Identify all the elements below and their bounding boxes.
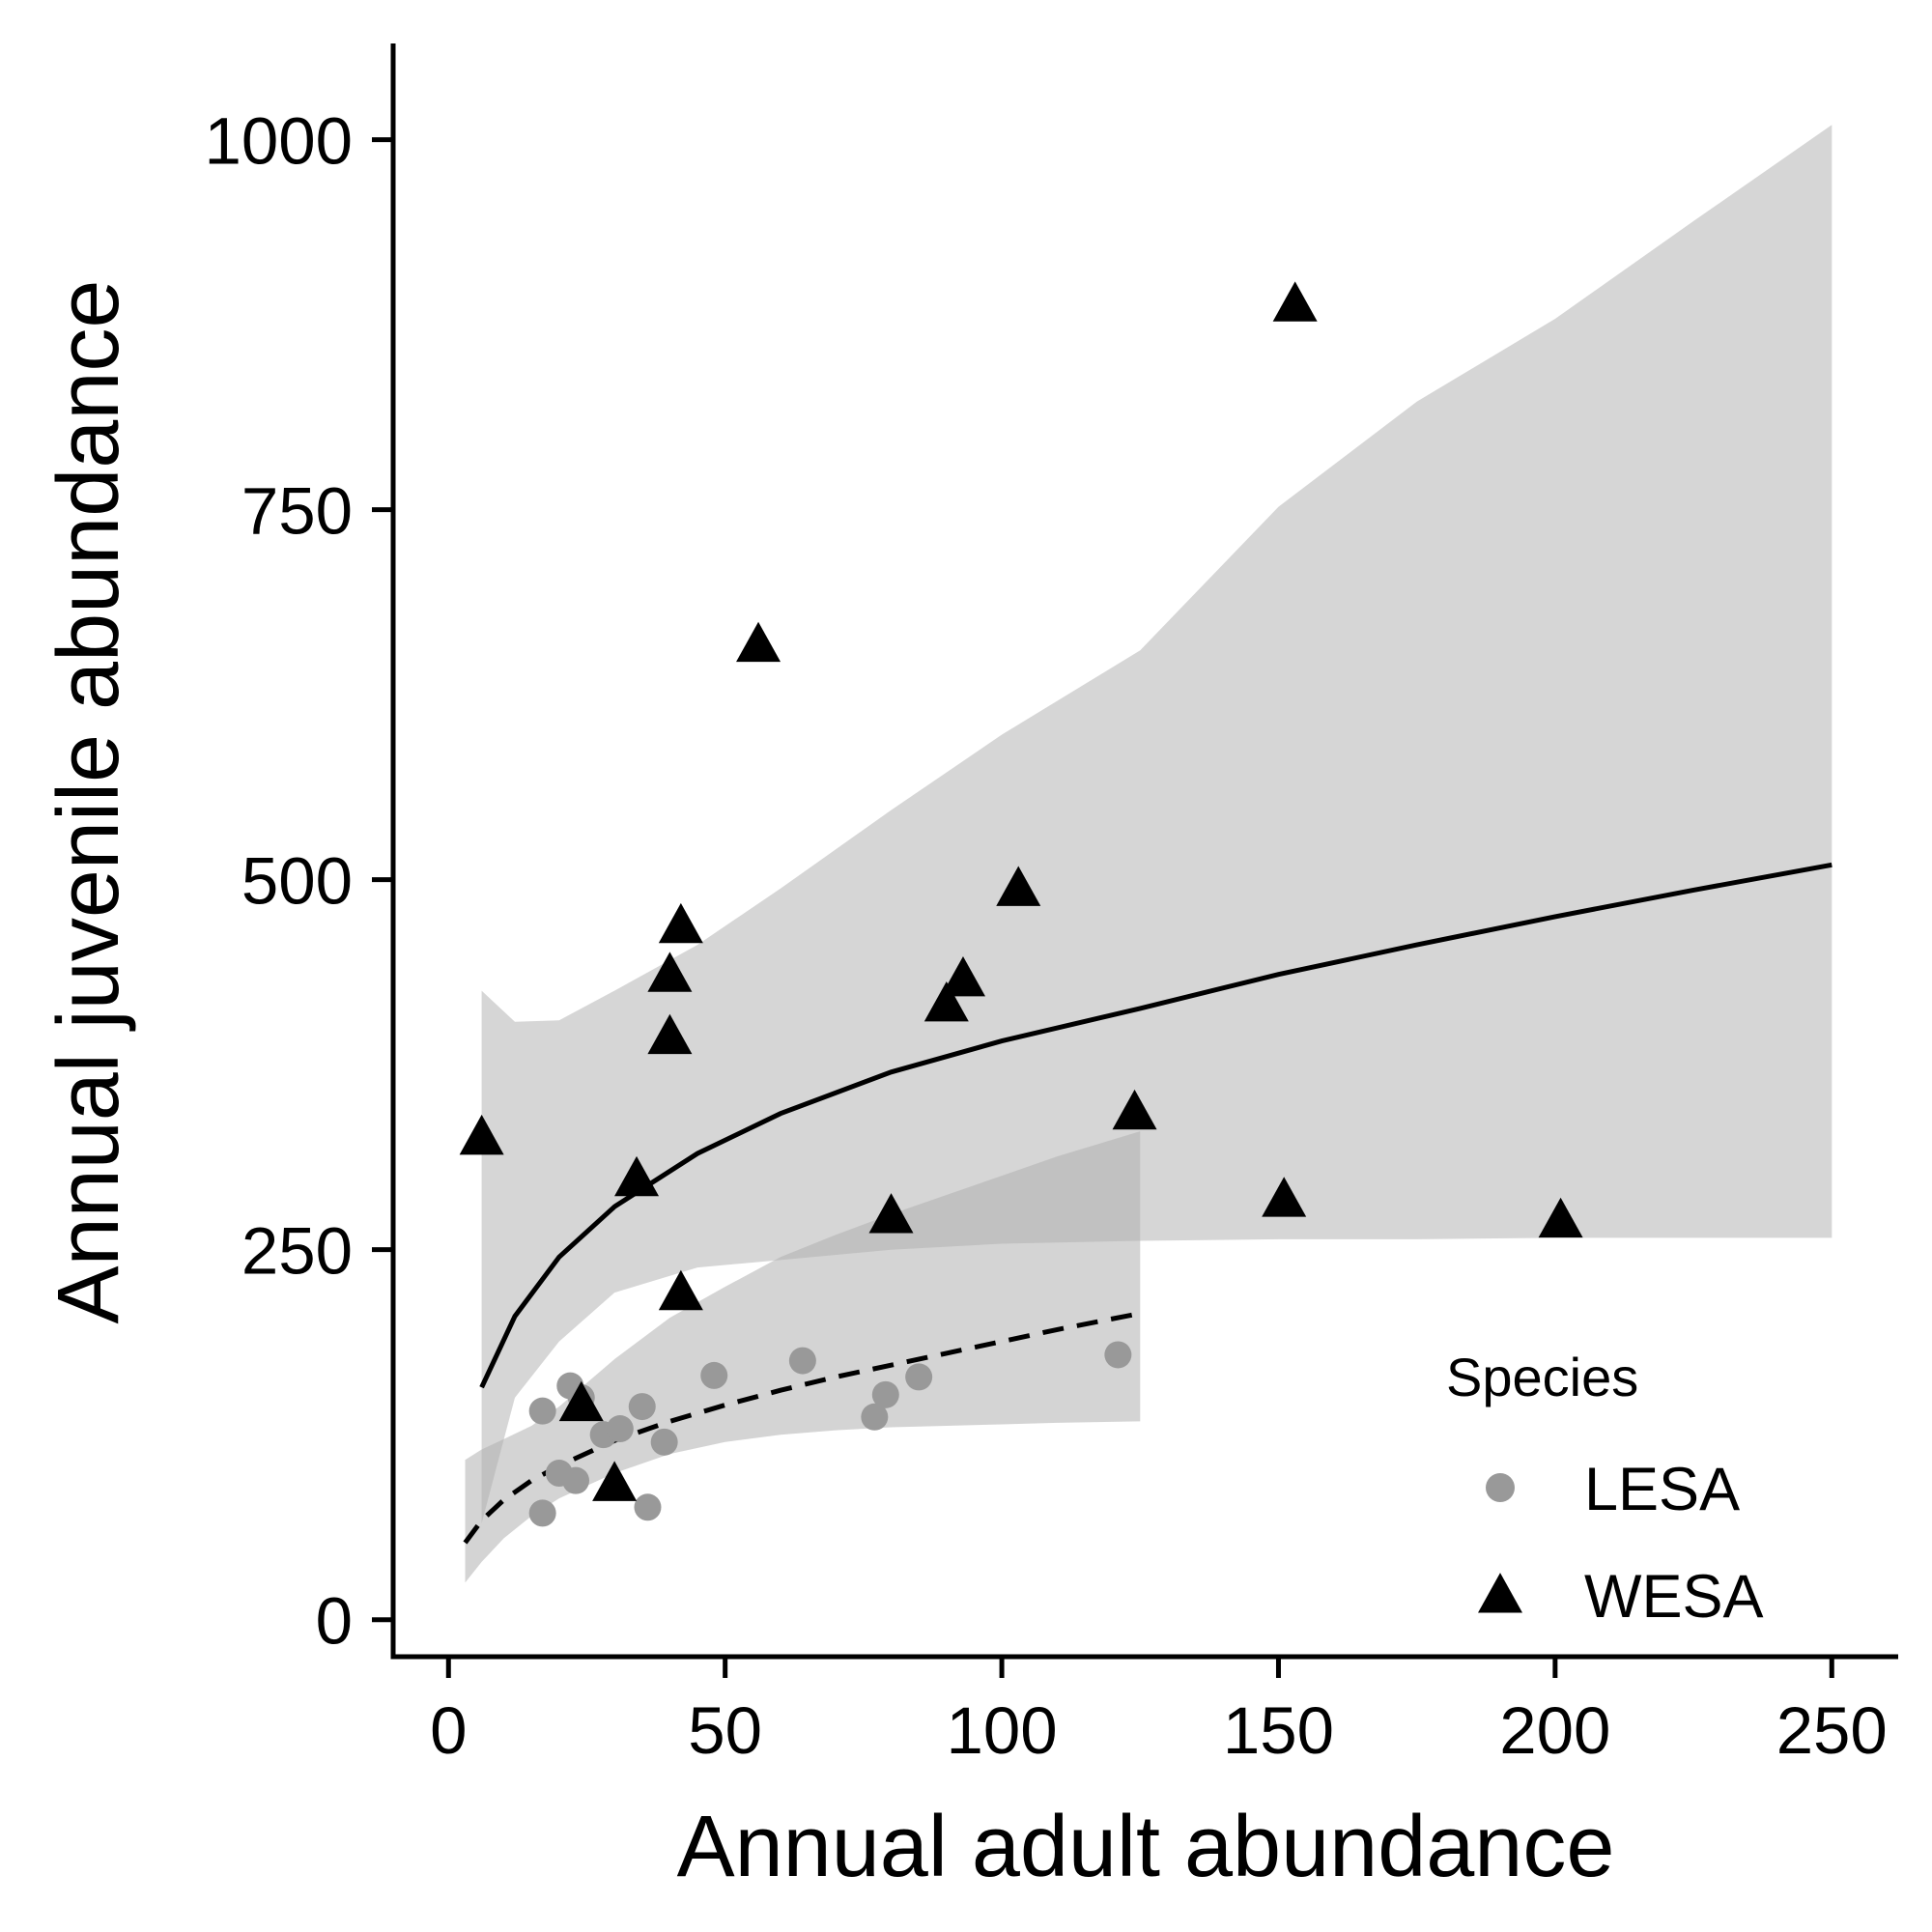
legend-label-wesa: WESA: [1584, 1563, 1764, 1631]
point-lesa: [650, 1428, 678, 1456]
x-tick-label: 250: [1776, 1693, 1888, 1768]
point-lesa: [861, 1403, 889, 1431]
axes: 0 50 100 150 200 250 0 250 500 750 1000: [205, 43, 1898, 1768]
x-tick-label: 200: [1499, 1693, 1610, 1768]
point-wesa: [558, 1380, 604, 1422]
point-wesa: [736, 621, 781, 663]
legend: Species LESA WESA: [1446, 1347, 1764, 1631]
point-lesa: [528, 1397, 556, 1425]
point-wesa: [1112, 1089, 1157, 1130]
point-wesa: [868, 1193, 914, 1234]
x-tick-label: 50: [688, 1693, 762, 1768]
y-tick-label: 750: [242, 474, 353, 549]
y-axis-title: Annual juvenile abundance: [41, 280, 137, 1324]
data-points: [459, 281, 1583, 1527]
point-wesa: [592, 1461, 638, 1501]
ci-band-wesa: [481, 125, 1833, 1524]
legend-label-lesa: LESA: [1584, 1456, 1740, 1523]
point-lesa: [871, 1380, 899, 1408]
x-tick-label: 0: [430, 1693, 467, 1768]
point-wesa: [940, 955, 985, 997]
legend-entries: LESA WESA: [1478, 1456, 1764, 1631]
point-wesa: [647, 1013, 693, 1055]
point-wesa: [1262, 1177, 1307, 1217]
y-tick-label: 250: [242, 1214, 353, 1289]
point-lesa: [905, 1363, 933, 1391]
point-lesa: [1104, 1341, 1132, 1369]
point-lesa: [528, 1499, 556, 1527]
point-wesa: [923, 981, 969, 1022]
x-axis-title: Annual adult abundance: [677, 1799, 1615, 1895]
point-lesa: [562, 1466, 590, 1494]
point-lesa: [606, 1415, 634, 1443]
y-axis-ticks: 0 250 500 750 1000: [205, 104, 393, 1659]
point-wesa: [996, 866, 1041, 906]
legend-title: Species: [1446, 1347, 1638, 1407]
fit-line-lesa: [463, 1311, 1141, 1545]
point-lesa: [628, 1393, 656, 1421]
y-tick-label: 1000: [205, 104, 354, 179]
y-tick-label: 500: [242, 844, 353, 919]
point-wesa: [459, 1114, 504, 1155]
point-wesa: [1538, 1197, 1583, 1238]
point-wesa: [647, 952, 693, 992]
point-lesa: [788, 1347, 816, 1375]
x-tick-label: 150: [1223, 1693, 1334, 1768]
point-wesa: [658, 1269, 703, 1311]
x-axis-ticks: 0 50 100 150 200 250: [430, 1657, 1888, 1768]
x-tick-label: 100: [947, 1693, 1058, 1768]
point-wesa: [1272, 281, 1318, 322]
legend-key-lesa: [1486, 1473, 1515, 1502]
y-tick-label: 0: [316, 1584, 353, 1659]
fit-lines: [463, 862, 1833, 1545]
point-wesa: [614, 1155, 660, 1197]
legend-key-wesa: [1478, 1573, 1522, 1613]
point-wesa: [658, 902, 703, 944]
point-lesa: [634, 1493, 662, 1521]
point-lesa: [700, 1361, 728, 1389]
fit-line-wesa: [479, 862, 1833, 1389]
